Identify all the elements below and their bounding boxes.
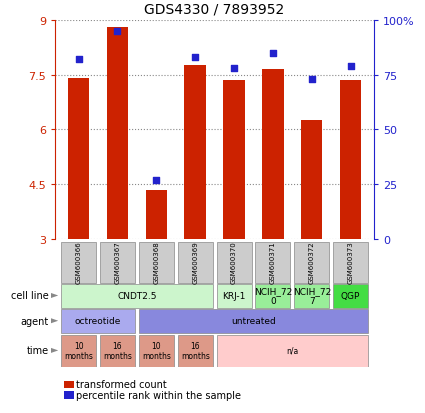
Text: GSM600368: GSM600368 xyxy=(153,241,159,284)
Text: GSM600373: GSM600373 xyxy=(348,241,354,284)
Point xyxy=(114,28,121,35)
Point xyxy=(153,177,160,184)
FancyBboxPatch shape xyxy=(61,335,96,368)
Text: 16
months: 16 months xyxy=(103,341,132,360)
Text: NCIH_72
7: NCIH_72 7 xyxy=(293,286,331,306)
FancyBboxPatch shape xyxy=(255,243,290,283)
Bar xyxy=(146,190,167,240)
FancyBboxPatch shape xyxy=(178,335,212,368)
FancyBboxPatch shape xyxy=(139,335,174,368)
Bar xyxy=(184,66,206,240)
Text: n/a: n/a xyxy=(286,346,298,355)
Text: 10
months: 10 months xyxy=(64,341,93,360)
Polygon shape xyxy=(51,293,58,299)
FancyBboxPatch shape xyxy=(139,243,174,283)
FancyBboxPatch shape xyxy=(217,335,368,368)
Text: GSM600367: GSM600367 xyxy=(114,241,120,284)
Point xyxy=(75,57,82,63)
Text: NCIH_72
0: NCIH_72 0 xyxy=(254,286,292,306)
FancyBboxPatch shape xyxy=(178,243,212,283)
Text: GSM600372: GSM600372 xyxy=(309,241,315,284)
FancyBboxPatch shape xyxy=(61,310,135,334)
FancyBboxPatch shape xyxy=(255,285,290,309)
Text: cell line: cell line xyxy=(11,291,49,301)
FancyBboxPatch shape xyxy=(333,285,368,309)
Bar xyxy=(301,121,323,240)
FancyBboxPatch shape xyxy=(139,310,368,334)
Bar xyxy=(107,28,128,240)
Text: agent: agent xyxy=(21,316,49,326)
Text: CNDT2.5: CNDT2.5 xyxy=(117,291,157,300)
Point xyxy=(231,66,238,72)
Point xyxy=(192,55,198,61)
FancyBboxPatch shape xyxy=(61,243,96,283)
FancyBboxPatch shape xyxy=(333,243,368,283)
Title: GDS4330 / 7893952: GDS4330 / 7893952 xyxy=(144,3,285,17)
Text: untreated: untreated xyxy=(231,316,276,325)
FancyBboxPatch shape xyxy=(217,243,252,283)
Polygon shape xyxy=(51,348,58,353)
Text: percentile rank within the sample: percentile rank within the sample xyxy=(76,390,241,400)
Text: transformed count: transformed count xyxy=(76,380,167,389)
FancyBboxPatch shape xyxy=(294,243,329,283)
FancyBboxPatch shape xyxy=(100,243,135,283)
Text: KRJ-1: KRJ-1 xyxy=(222,291,246,300)
Text: 10
months: 10 months xyxy=(142,341,171,360)
Point xyxy=(309,76,315,83)
Text: QGP: QGP xyxy=(341,291,360,300)
Point xyxy=(269,50,276,57)
FancyBboxPatch shape xyxy=(61,285,212,309)
Text: time: time xyxy=(27,346,49,356)
Point xyxy=(347,63,354,70)
Polygon shape xyxy=(51,318,58,324)
Text: GSM600366: GSM600366 xyxy=(76,241,82,284)
FancyBboxPatch shape xyxy=(294,285,329,309)
Text: GSM600369: GSM600369 xyxy=(192,241,198,284)
Text: octreotide: octreotide xyxy=(75,316,121,325)
Bar xyxy=(68,79,89,240)
Text: GSM600371: GSM600371 xyxy=(270,241,276,284)
Bar xyxy=(340,81,361,240)
FancyBboxPatch shape xyxy=(217,285,252,309)
Bar xyxy=(262,70,283,240)
FancyBboxPatch shape xyxy=(100,335,135,368)
Text: 16
months: 16 months xyxy=(181,341,210,360)
Text: GSM600370: GSM600370 xyxy=(231,241,237,284)
Bar xyxy=(224,81,245,240)
